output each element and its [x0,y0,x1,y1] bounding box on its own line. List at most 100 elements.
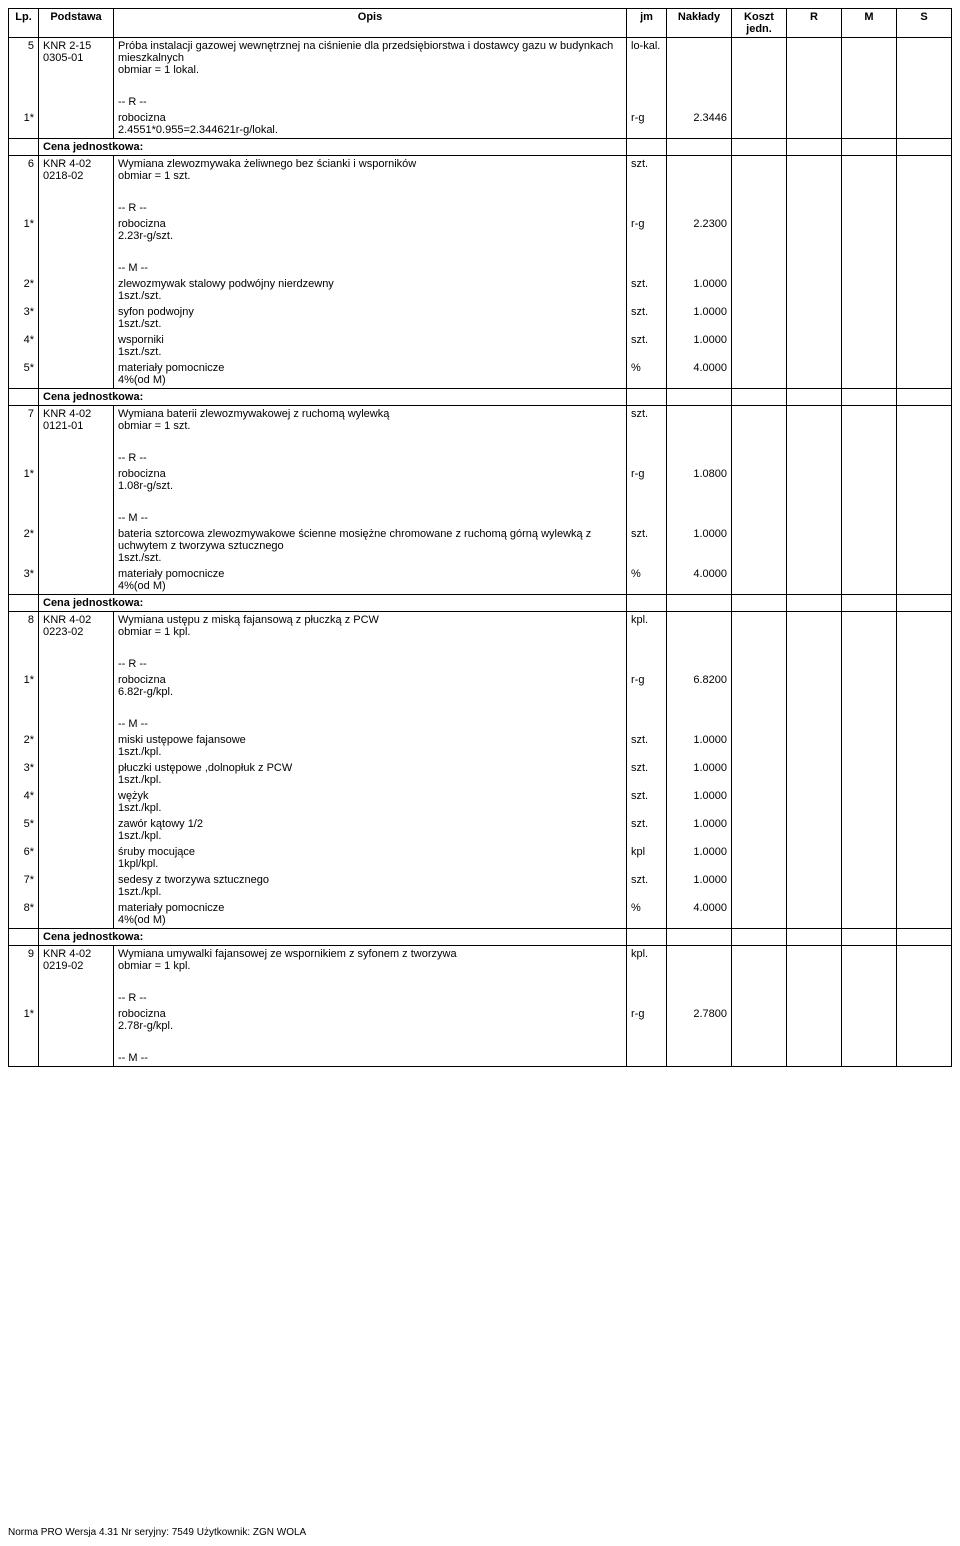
row-s [897,732,952,760]
blank-koszt [732,974,787,990]
row-s [897,304,952,332]
row-koszt [732,110,787,139]
sect-lp [9,260,39,276]
row-s [897,406,952,435]
sect-koszt [732,94,787,110]
row-lp: 9 [9,946,39,975]
row-r [787,816,842,844]
row-jm: szt. [627,526,667,566]
sect-lp [9,990,39,1006]
cena-lp [9,595,39,612]
sect-m [842,94,897,110]
row-koszt [732,332,787,360]
row-podstawa [39,732,114,760]
table-row [9,640,952,656]
sect-s [897,200,952,216]
blank-opis [114,974,627,990]
row-opis: Wymiana zlewozmywaka żeliwnego bez ścian… [114,156,627,185]
blank-jm [627,640,667,656]
sect-jm [627,716,667,732]
blank-r [787,434,842,450]
section-label: -- R -- [114,990,627,1006]
sect-m [842,260,897,276]
sect-r [787,656,842,672]
row-lp: 6* [9,844,39,872]
blank-r [787,494,842,510]
row-podstawa: KNR 4-020121-01 [39,406,114,435]
blank-s [897,494,952,510]
row-m [842,566,897,595]
blank-lp [9,244,39,260]
sect-nak [667,1050,732,1067]
sect-nak [667,656,732,672]
cena-koszt [732,929,787,946]
cena-lp [9,139,39,156]
row-opis: syfon podwojny1szt./szt. [114,304,627,332]
row-naklady: 6.8200 [667,672,732,700]
sect-podst [39,1050,114,1067]
blank-m [842,974,897,990]
table-row: 9KNR 4-020219-02Wymiana umywalki fajanso… [9,946,952,975]
row-koszt [732,946,787,975]
blank-r [787,700,842,716]
blank-podst [39,184,114,200]
blank-nak [667,78,732,94]
row-podstawa: KNR 4-020223-02 [39,612,114,641]
row-s [897,1006,952,1034]
row-m [842,672,897,700]
blank-koszt [732,700,787,716]
sect-nak [667,990,732,1006]
row-podstawa [39,110,114,139]
row-s [897,672,952,700]
row-podstawa [39,304,114,332]
cena-r [787,139,842,156]
sect-podst [39,200,114,216]
sect-jm [627,1050,667,1067]
header-jm: jm [627,9,667,38]
blank-opis [114,1034,627,1050]
row-lp: 5 [9,38,39,79]
sect-nak [667,510,732,526]
row-jm: szt. [627,332,667,360]
row-m [842,900,897,929]
row-r [787,156,842,185]
row-m [842,946,897,975]
sect-m [842,1050,897,1067]
blank-nak [667,640,732,656]
sect-koszt [732,1050,787,1067]
row-opis: robocizna6.82r-g/kpl. [114,672,627,700]
sect-r [787,450,842,466]
sect-s [897,656,952,672]
row-opis: zawór kątowy 1/21szt./kpl. [114,816,627,844]
table-row: Cena jednostkowa: [9,139,952,156]
sect-nak [667,716,732,732]
cena-nak [667,929,732,946]
row-r [787,760,842,788]
sect-s [897,94,952,110]
sect-lp [9,656,39,672]
row-lp: 8* [9,900,39,929]
row-lp: 3* [9,566,39,595]
row-naklady: 1.0000 [667,526,732,566]
row-s [897,276,952,304]
row-jm: lo-kal. [627,38,667,79]
row-s [897,872,952,900]
row-m [842,360,897,389]
row-opis: Wymiana ustępu z miską fajansową z płucz… [114,612,627,641]
blank-m [842,700,897,716]
blank-s [897,700,952,716]
row-naklady: 1.0000 [667,732,732,760]
blank-nak [667,700,732,716]
row-lp: 1* [9,1006,39,1034]
blank-opis [114,640,627,656]
blank-nak [667,494,732,510]
row-koszt [732,466,787,494]
blank-m [842,184,897,200]
row-jm: szt. [627,406,667,435]
sect-koszt [732,450,787,466]
row-jm: szt. [627,760,667,788]
table-row: -- R -- [9,450,952,466]
row-r [787,276,842,304]
blank-m [842,494,897,510]
row-jm: r-g [627,466,667,494]
